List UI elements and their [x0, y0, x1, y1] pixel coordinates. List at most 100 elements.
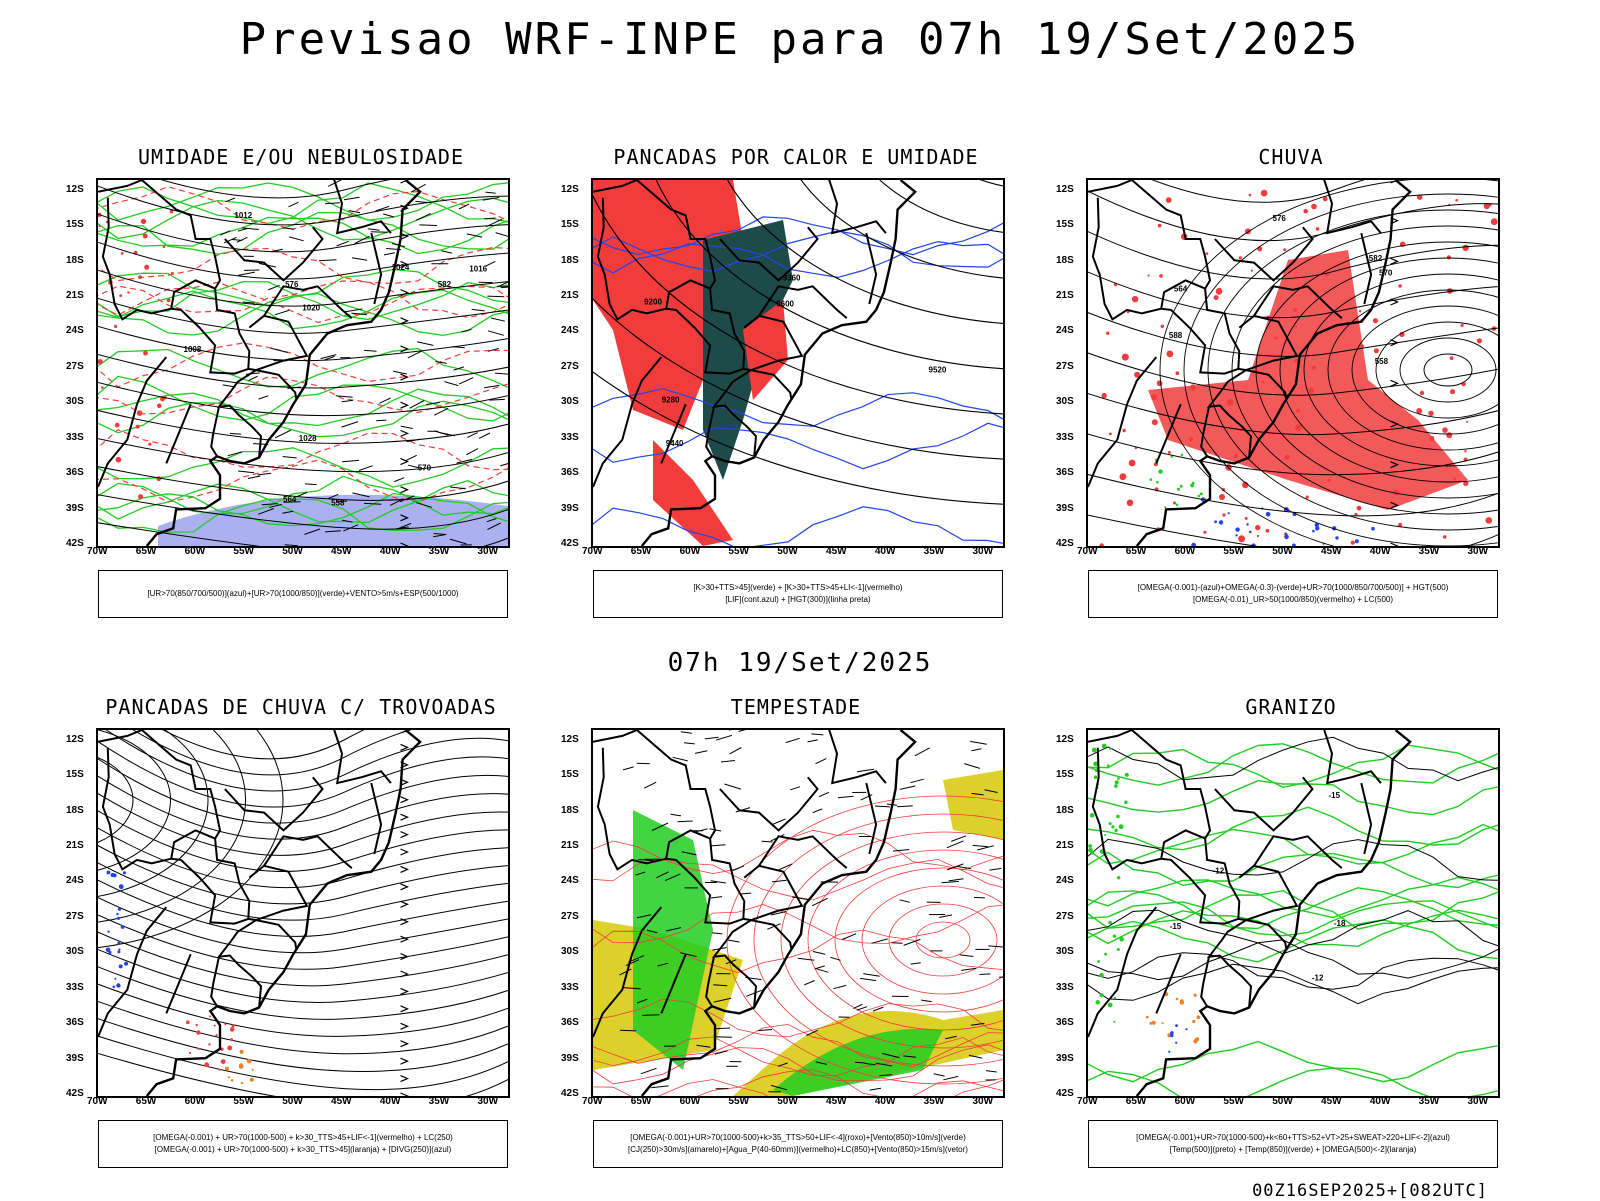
latitude-label: 39S — [561, 503, 579, 514]
longitude-label: 45W — [826, 546, 847, 557]
panel-legend: [OMEGA(-0.001)+UR>70(1000-500)+k>35_TTS>… — [593, 1120, 1003, 1168]
contour-label: 1024 — [392, 263, 410, 272]
longitude-label: 40W — [1370, 546, 1391, 557]
longitude-label: 70W — [87, 1096, 108, 1107]
longitude-label: 60W — [680, 546, 701, 557]
longitude-label: 30W — [972, 1096, 993, 1107]
latitude-label: 30S — [561, 946, 579, 957]
longitude-label: 45W — [1321, 1096, 1342, 1107]
longitude-label: 35W — [429, 546, 450, 557]
latitude-label: 24S — [66, 325, 84, 336]
panel-title: PANCADAS DE CHUVA C/ TROVOADAS — [96, 695, 506, 719]
longitude-label: 30W — [1467, 1096, 1488, 1107]
latitude-label: 42S — [561, 538, 579, 549]
latitude-label: 27S — [561, 361, 579, 372]
longitude-label: 65W — [136, 1096, 157, 1107]
longitude-label: 50W — [1272, 1096, 1293, 1107]
latitude-label: 33S — [561, 432, 579, 443]
panel-legend: [OMEGA(-0.001)-(azul)+OMEGA(-0.3)-(verde… — [1088, 570, 1498, 618]
latitude-label: 18S — [66, 255, 84, 266]
longitude-label: 30W — [477, 546, 498, 557]
contour-label: 9600 — [776, 300, 794, 309]
latitude-label: 33S — [561, 982, 579, 993]
latitude-label: 21S — [66, 290, 84, 301]
latitude-label: 18S — [561, 255, 579, 266]
longitude-label: 55W — [1223, 546, 1244, 557]
legend-line: [UR>70(850/700/500)](azul)+[UR>70(1000/8… — [99, 588, 507, 600]
latitude-label: 36S — [1056, 467, 1074, 478]
latitude-label: 15S — [561, 219, 579, 230]
latitude-label: 12S — [561, 734, 579, 745]
longitude-label: 35W — [1419, 1096, 1440, 1107]
contour-label: 576 — [285, 280, 299, 289]
latitude-label: 30S — [561, 396, 579, 407]
legend-line: [OMEGA(-0.001)+UR>70(1000-500)+k<60+TTS>… — [1089, 1132, 1497, 1144]
longitude-label: 55W — [728, 546, 749, 557]
latitude-label: 27S — [561, 911, 579, 922]
panel-legend: [UR>70(850/700/500)](azul)+[UR>70(1000/8… — [98, 570, 508, 618]
contour-label: 570 — [418, 463, 432, 472]
longitude-label: 65W — [136, 546, 157, 557]
latitude-label: 12S — [1056, 184, 1074, 195]
longitude-label: 45W — [331, 1096, 352, 1107]
longitude-label: 55W — [233, 546, 254, 557]
panel-legend: [K>30+TTS>45](verde) + [K>30+TTS>45+LI<-… — [593, 570, 1003, 618]
panel-title: PANCADAS POR CALOR E UMIDADE — [591, 145, 1001, 169]
forecast-map-6: -12-15-18-12-15 — [1086, 728, 1500, 1098]
latitude-label: 21S — [1056, 840, 1074, 851]
longitude-label: 35W — [429, 1096, 450, 1107]
latitude-label: 18S — [1056, 805, 1074, 816]
latitude-label: 18S — [561, 805, 579, 816]
longitude-label: 65W — [631, 546, 652, 557]
latitude-label: 33S — [1056, 432, 1074, 443]
longitude-label: 60W — [185, 1096, 206, 1107]
contour-label: 9200 — [644, 298, 662, 307]
latitude-label: 39S — [66, 503, 84, 514]
page-title: Previsao WRF-INPE para 07h 19/Set/2025 — [0, 14, 1600, 65]
valid-time-title: 07h 19/Set/2025 — [0, 648, 1600, 678]
legend-line: [OMEGA(-0.001)-(azul)+OMEGA(-0.3)-(verde… — [1089, 582, 1497, 594]
panel-title: TEMPESTADE — [591, 695, 1001, 719]
longitude-label: 45W — [826, 1096, 847, 1107]
latitude-label: 12S — [66, 184, 84, 195]
longitude-label: 60W — [1175, 546, 1196, 557]
latitude-label: 21S — [561, 840, 579, 851]
legend-line: [OMEGA(-0.001) + UR>70(1000-500) + k>30_… — [99, 1144, 507, 1156]
longitude-label: 65W — [1126, 1096, 1147, 1107]
contour-label: 582 — [438, 280, 452, 289]
latitude-label: 36S — [66, 1017, 84, 1028]
legend-line: [OMEGA(-0.001) + UR>70(1000-500) + k>30_… — [99, 1132, 507, 1144]
latitude-label: 30S — [1056, 946, 1074, 957]
contour-label: 558 — [1375, 357, 1389, 366]
contour-label: 1028 — [299, 434, 317, 443]
legend-line: [Temp(500)](preto) + [Temp(850)](verde) … — [1089, 1144, 1497, 1156]
contour-label: 564 — [283, 495, 297, 504]
contour-label: 1008 — [184, 345, 202, 354]
longitude-label: 60W — [1175, 1096, 1196, 1107]
contour-label: 570 — [1379, 268, 1393, 277]
latitude-label: 24S — [66, 875, 84, 886]
contour-label: 9280 — [662, 395, 680, 404]
longitude-label: 55W — [1223, 1096, 1244, 1107]
latitude-label: 39S — [66, 1053, 84, 1064]
latitude-label: 12S — [561, 184, 579, 195]
latitude-label: 24S — [1056, 875, 1074, 886]
panel-title: UMIDADE E/OU NEBULOSIDADE — [96, 145, 506, 169]
longitude-label: 60W — [185, 546, 206, 557]
longitude-label: 55W — [728, 1096, 749, 1107]
contour-label: 9360 — [783, 274, 801, 283]
latitude-label: 15S — [66, 219, 84, 230]
legend-line: [K>30+TTS>45](verde) + [K>30+TTS>45+LI<-… — [594, 582, 1002, 594]
longitude-label: 70W — [1077, 1096, 1098, 1107]
longitude-label: 50W — [1272, 546, 1293, 557]
latitude-label: 36S — [561, 1017, 579, 1028]
contour-label: -12 — [1312, 974, 1324, 983]
latitude-label: 24S — [561, 875, 579, 886]
longitude-label: 55W — [233, 1096, 254, 1107]
longitude-label: 40W — [875, 546, 896, 557]
longitude-label: 50W — [777, 1096, 798, 1107]
longitude-label: 50W — [777, 546, 798, 557]
latitude-label: 42S — [561, 1088, 579, 1099]
